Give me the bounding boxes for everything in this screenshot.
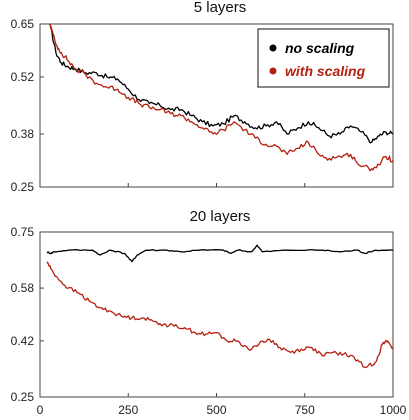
y-tick-label: 0.38 [11,127,35,141]
series-line-with-scaling [49,23,394,172]
legend-label-no-scaling: no scaling [285,40,355,56]
x-tick-label: 500 [206,403,226,417]
series-group [46,244,394,369]
x-axis-ticks [39,393,394,397]
x-tick-label: 0 [37,403,44,417]
y-tick-label: 0.42 [11,334,35,348]
series-line-no-scaling [46,244,394,263]
y-tick-label: 0.52 [11,70,35,84]
legend: no scaling with scaling [257,28,390,88]
x-axis-ticks [39,183,394,187]
plot-frame [39,231,394,398]
legend-marker-no-scaling [269,44,277,52]
panel-5-layers: 5 layers 0.25 0.38 0.52 0.65 no scaling wit… [11,0,394,194]
y-tick-label: 0.25 [11,180,35,194]
y-axis: 0.25 0.38 0.52 0.65 [11,17,44,194]
y-tick-label: 0.65 [11,17,35,31]
series-line-no-scaling [49,23,394,144]
panel-title: 5 layers [194,0,247,16]
y-tick-label: 0.25 [11,390,35,404]
x-axis-labels: 0 250 500 750 1000 [37,403,407,417]
series-group [49,23,394,172]
x-tick-label: 1000 [380,403,407,417]
legend-marker-with-scaling [269,67,277,75]
panel-20-layers: 20 layers 0.25 0.42 0.58 0.75 0 250 500 750 100… [11,208,407,417]
y-axis: 0.25 0.42 0.58 0.75 [11,225,44,404]
y-tick-label: 0.75 [11,225,35,239]
series-line-with-scaling [46,261,394,369]
panel-title: 20 layers [190,208,251,225]
x-tick-label: 750 [295,403,315,417]
legend-label-with-scaling: with scaling [285,63,366,79]
x-tick-label: 250 [118,403,138,417]
legend-box [257,28,390,88]
y-tick-label: 0.58 [11,281,35,295]
